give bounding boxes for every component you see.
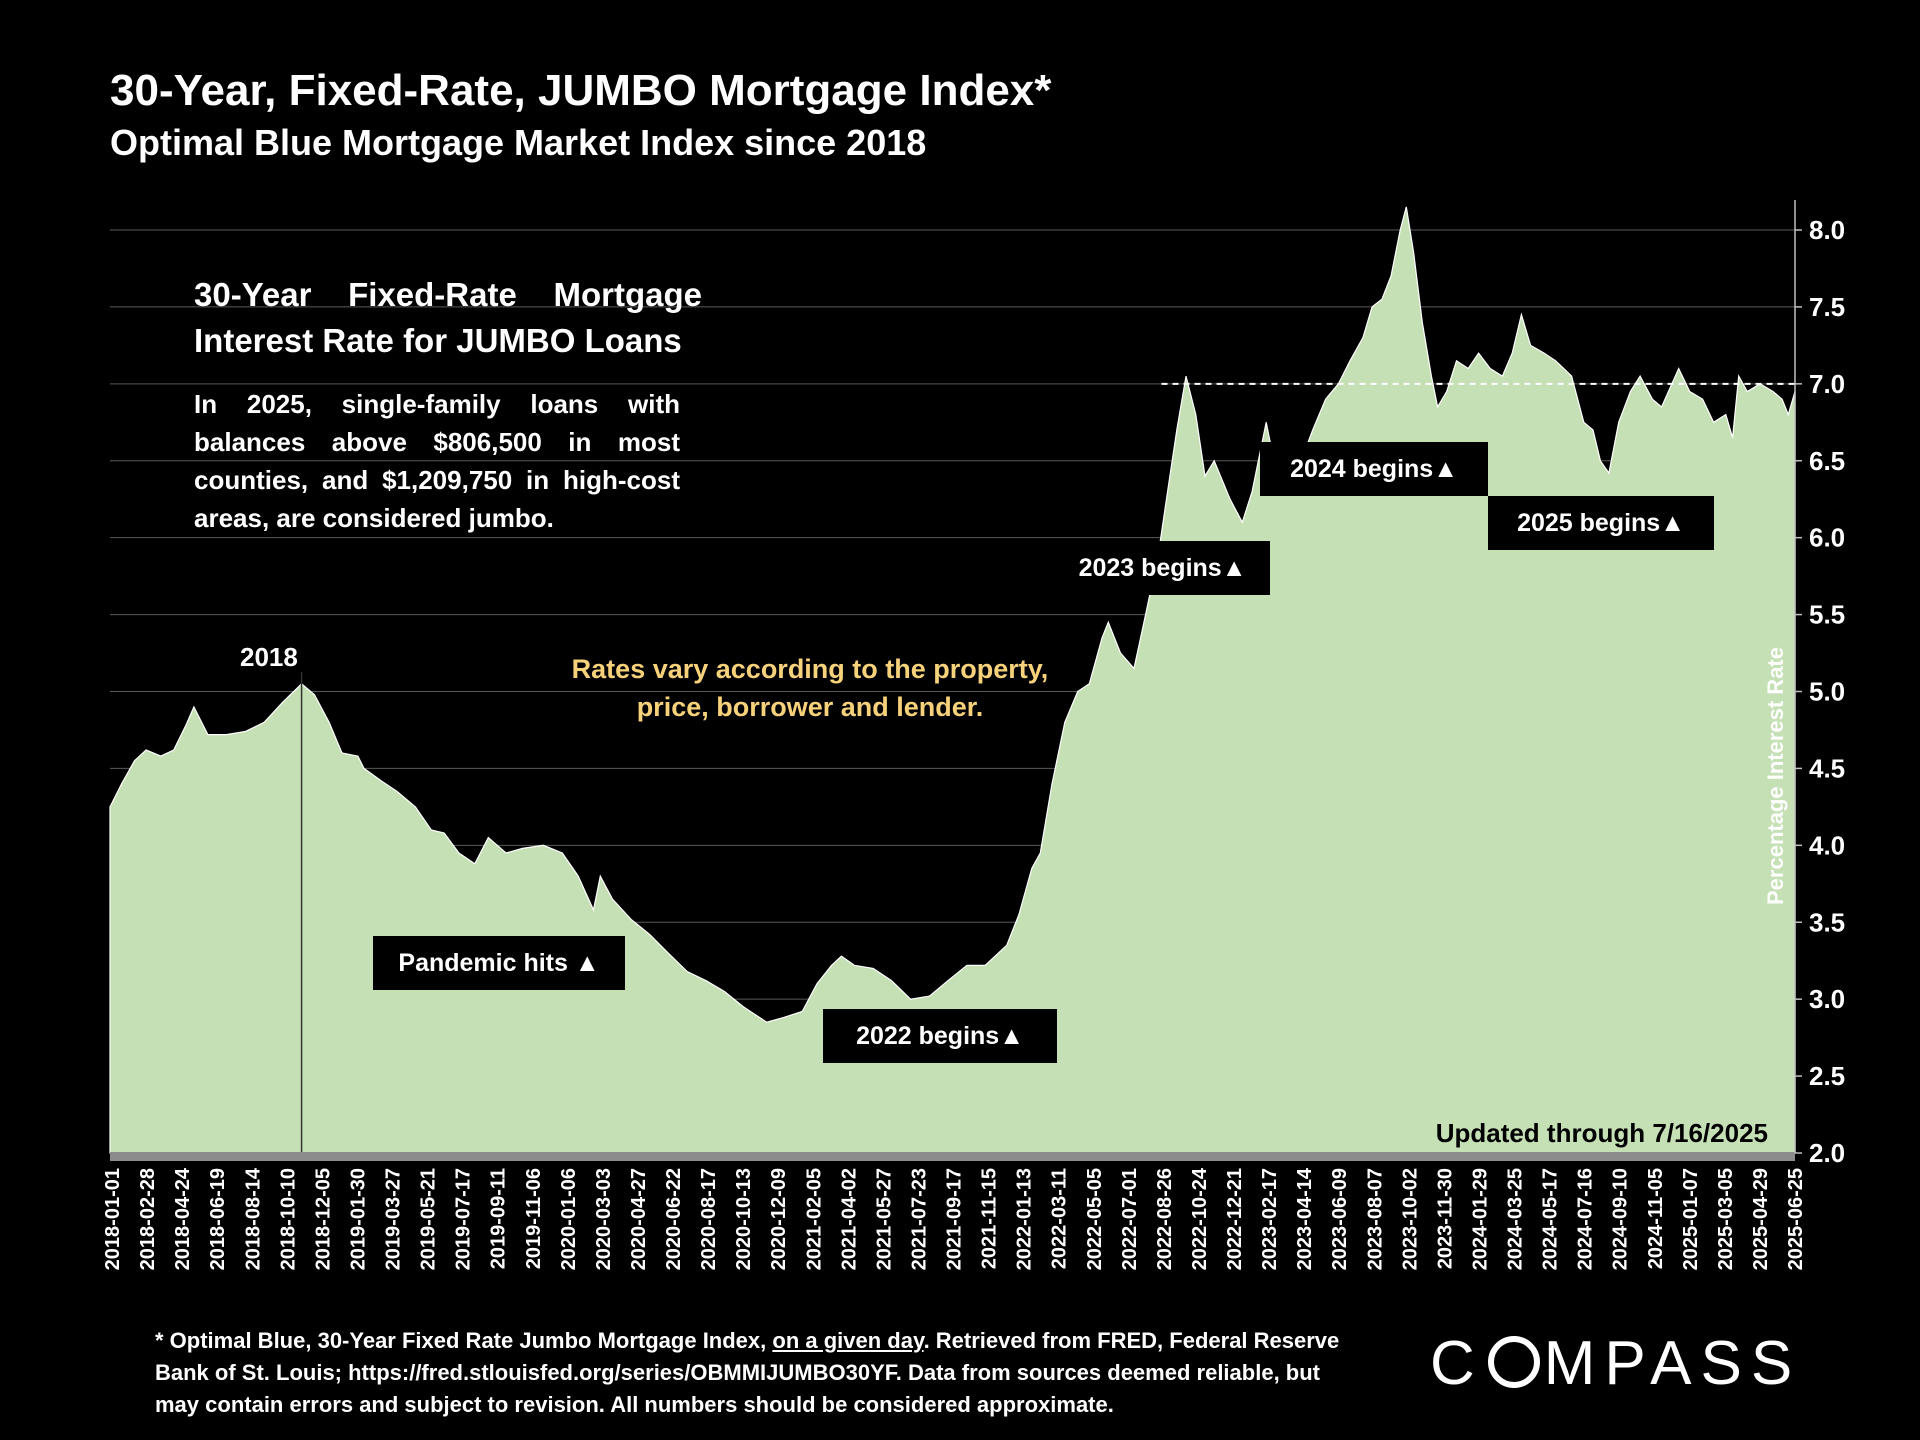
- x-axis-bar: [110, 1152, 1795, 1161]
- x-tick-label-17: 2020-08-17: [698, 1168, 720, 1270]
- x-tick-label-4: 2018-08-14: [242, 1167, 264, 1270]
- updated-through-label: Updated through 7/16/2025: [1435, 1118, 1768, 1148]
- x-tick-label-46: 2025-03-05: [1715, 1168, 1737, 1270]
- x-tick-label-25: 2021-11-15: [979, 1168, 1001, 1269]
- annotation-2025-begins: 2025 begins▲: [1488, 496, 1714, 550]
- logo-letters-rest: MPASS: [1543, 1329, 1802, 1398]
- x-tick-label-43: 2024-09-10: [1610, 1168, 1632, 1270]
- annotation-2023-begins: 2023 begins▲: [1055, 541, 1270, 595]
- x-tick-label-13: 2020-01-06: [558, 1168, 580, 1270]
- x-tick-label-44: 2024-11-05: [1645, 1168, 1667, 1269]
- rates-vary-note-line2: price, borrower and lender.: [636, 692, 984, 722]
- info-box-title-line2: Interest Rate for JUMBO Loans: [194, 322, 682, 359]
- page-subtitle: Optimal Blue Mortgage Market Index since…: [110, 122, 927, 163]
- x-tick-label-24: 2021-09-17: [944, 1168, 966, 1270]
- annotation-2018: 2018: [240, 642, 298, 672]
- x-tick-label-36: 2023-08-07: [1364, 1168, 1386, 1270]
- x-tick-label-45: 2025-01-07: [1680, 1168, 1702, 1270]
- x-tick-label-48: 2025-06-25: [1785, 1168, 1807, 1270]
- x-tick-label-5: 2018-10-10: [277, 1168, 299, 1270]
- x-tick-label-16: 2020-06-22: [663, 1168, 685, 1270]
- annotation-2022-begins: 2022 begins▲: [823, 1009, 1057, 1063]
- footnote-underlined: on a given day: [772, 1328, 924, 1353]
- x-tick-label-0: 2018-01-01: [102, 1168, 124, 1270]
- annotation-2024-begins: 2024 begins▲: [1260, 442, 1488, 496]
- x-tick-label-37: 2023-10-02: [1399, 1168, 1421, 1270]
- x-tick-label-3: 2018-06-19: [207, 1168, 229, 1270]
- y-tick-label-12: 8.0: [1809, 215, 1845, 245]
- x-tick-label-7: 2019-01-30: [347, 1168, 369, 1270]
- x-tick-label-38: 2023-11-30: [1434, 1168, 1456, 1269]
- rates-vary-note: Rates vary according to the property, pr…: [540, 650, 1080, 726]
- logo-letter-c: C: [1430, 1329, 1484, 1398]
- x-tick-label-39: 2024-01-29: [1469, 1168, 1491, 1270]
- x-tick-label-35: 2023-06-09: [1329, 1168, 1351, 1270]
- y-tick-label-0: 2.0: [1809, 1138, 1845, 1168]
- x-tick-label-2: 2018-04-24: [172, 1167, 194, 1270]
- y-tick-label-4: 4.0: [1809, 830, 1845, 860]
- x-tick-label-33: 2023-02-17: [1259, 1168, 1281, 1270]
- x-tick-label-22: 2021-05-27: [873, 1168, 895, 1270]
- y-axis-title: Percentage Interest Rate: [1763, 647, 1788, 905]
- x-tick-label-21: 2021-04-02: [838, 1168, 860, 1270]
- x-tick-label-11: 2019-09-11: [488, 1168, 510, 1269]
- x-tick-label-27: 2022-03-11: [1049, 1168, 1071, 1269]
- x-tick-label-8: 2019-03-27: [383, 1168, 405, 1270]
- x-tick-label-28: 2022-05-05: [1084, 1168, 1106, 1270]
- y-tick-label-11: 7.5: [1809, 292, 1845, 322]
- y-tick-label-7: 5.5: [1809, 600, 1845, 630]
- x-tick-label-31: 2022-10-24: [1189, 1167, 1211, 1270]
- info-box-title: 30-Year Fixed-Rate Mortgage Interest Rat…: [194, 272, 702, 364]
- x-tick-label-32: 2022-12-21: [1224, 1168, 1246, 1270]
- x-tick-label-23: 2021-07-23: [908, 1168, 930, 1270]
- y-tick-label-5: 4.5: [1809, 753, 1845, 783]
- footnote-part2: . Retrieved from FRED, Federal Reserve B…: [155, 1328, 1340, 1417]
- x-tick-label-18: 2020-10-13: [733, 1168, 755, 1270]
- footnote: * Optimal Blue, 30-Year Fixed Rate Jumbo…: [155, 1325, 1365, 1421]
- x-tick-label-34: 2023-04-14: [1294, 1167, 1316, 1270]
- y-tick-label-6: 5.0: [1809, 677, 1845, 707]
- x-tick-label-26: 2022-01-13: [1014, 1168, 1036, 1270]
- x-tick-label-47: 2025-04-29: [1750, 1168, 1772, 1270]
- x-tick-label-40: 2024-03-25: [1505, 1168, 1527, 1270]
- x-tick-label-30: 2022-08-26: [1154, 1168, 1176, 1270]
- y-tick-label-9: 6.5: [1809, 446, 1845, 476]
- x-tick-label-15: 2020-04-27: [628, 1168, 650, 1270]
- x-tick-label-19: 2020-12-09: [768, 1168, 790, 1270]
- logo-circle-icon: [1487, 1336, 1540, 1388]
- y-tick-label-8: 6.0: [1809, 523, 1845, 553]
- compass-logo: C MPASS: [1430, 1328, 1801, 1399]
- y-tick-label-1: 2.5: [1809, 1061, 1845, 1091]
- x-tick-label-10: 2019-07-17: [453, 1168, 475, 1270]
- y-tick-label-2: 3.0: [1809, 984, 1845, 1014]
- x-tick-label-6: 2018-12-05: [312, 1168, 334, 1270]
- x-tick-label-14: 2020-03-03: [593, 1168, 615, 1270]
- info-box-title-line1: 30-Year Fixed-Rate Mortgage: [194, 276, 702, 313]
- x-tick-label-12: 2019-11-06: [523, 1168, 545, 1269]
- annotation-pandemic: Pandemic hits ▲: [373, 936, 625, 990]
- x-tick-label-20: 2021-02-05: [803, 1168, 825, 1270]
- y-tick-label-10: 7.0: [1809, 369, 1845, 399]
- info-box-body: In 2025, single-family loans with balanc…: [194, 389, 680, 533]
- y-tick-label-3: 3.5: [1809, 907, 1845, 937]
- x-tick-label-9: 2019-05-21: [418, 1168, 440, 1270]
- rates-vary-note-line1: Rates vary according to the property,: [571, 654, 1049, 684]
- page-title: 30-Year, Fixed-Rate, JUMBO Mortgage Inde…: [110, 66, 1052, 115]
- x-tick-label-41: 2024-05-17: [1540, 1168, 1562, 1270]
- x-tick-label-42: 2024-07-16: [1575, 1168, 1597, 1270]
- footnote-part1: * Optimal Blue, 30-Year Fixed Rate Jumbo…: [155, 1328, 773, 1353]
- x-tick-label-1: 2018-02-28: [137, 1168, 159, 1270]
- x-tick-label-29: 2022-07-01: [1119, 1168, 1141, 1270]
